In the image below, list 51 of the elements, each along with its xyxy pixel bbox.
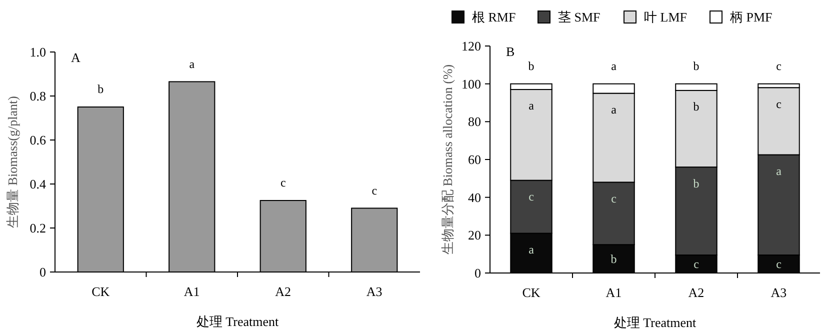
x-tick-label: A1 (184, 284, 200, 299)
annotation: a (528, 98, 535, 113)
annotation: b (528, 59, 534, 74)
x-axis-title: 处理 Treatment (196, 314, 279, 329)
legend-label: 柄 PMF (729, 10, 772, 25)
y-tick-label: 40 (468, 190, 481, 205)
annotation: a (776, 164, 782, 178)
chart-title: B (506, 44, 515, 59)
annotation: a (611, 102, 618, 116)
y-tick-label: 0.2 (30, 220, 46, 236)
annotation: c (528, 190, 534, 204)
annotation: a (189, 56, 196, 71)
annotation: c (776, 59, 782, 74)
y-axis-title: 生物量分配 Biomass allocation (%) (440, 64, 455, 255)
annotation: c (694, 257, 699, 272)
x-tick-label: CK (92, 284, 110, 299)
annotation: b (693, 176, 700, 190)
legend-label: 茎 SMF (558, 10, 600, 25)
annotation: b (98, 82, 104, 96)
annotation: c (280, 176, 286, 190)
x-tick-label: A3 (366, 284, 382, 299)
y-tick-label: 0 (40, 264, 46, 280)
y-tick-label: 20 (468, 228, 481, 243)
x-axis-title: 处理 Treatment (614, 315, 696, 330)
y-tick-label: 120 (462, 38, 481, 54)
legend-label: 叶 LMF (644, 10, 687, 25)
annotation: b (693, 59, 700, 74)
x-tick-label: A1 (606, 285, 622, 300)
y-tick-label: 0.8 (30, 88, 46, 104)
x-tick-label: A2 (688, 285, 704, 300)
annotation: c (776, 257, 782, 272)
y-tick-label: 1.0 (30, 44, 46, 60)
annotation: a (528, 242, 535, 256)
annotation: b (693, 100, 700, 114)
y-tick-label: 0 (474, 266, 481, 281)
chart-title: A (71, 50, 81, 65)
y-tick-label: 60 (468, 152, 481, 168)
y-tick-label: 80 (468, 114, 481, 130)
annotation: a (611, 59, 618, 74)
annotation: c (372, 183, 378, 198)
annotation: c (776, 96, 782, 111)
y-tick-label: 0.6 (30, 132, 46, 148)
y-tick-label: 100 (462, 76, 481, 92)
legend-label: 根 RMF (472, 10, 516, 25)
y-tick-label: 0.4 (30, 176, 46, 192)
annotation: b (610, 252, 617, 266)
y-axis-title: 生物量 Biomass(g/plant) (5, 96, 20, 228)
x-tick-label: A2 (275, 284, 292, 299)
annotation: c (611, 191, 616, 206)
x-tick-label: A3 (770, 285, 787, 300)
x-tick-label: CK (522, 285, 541, 300)
